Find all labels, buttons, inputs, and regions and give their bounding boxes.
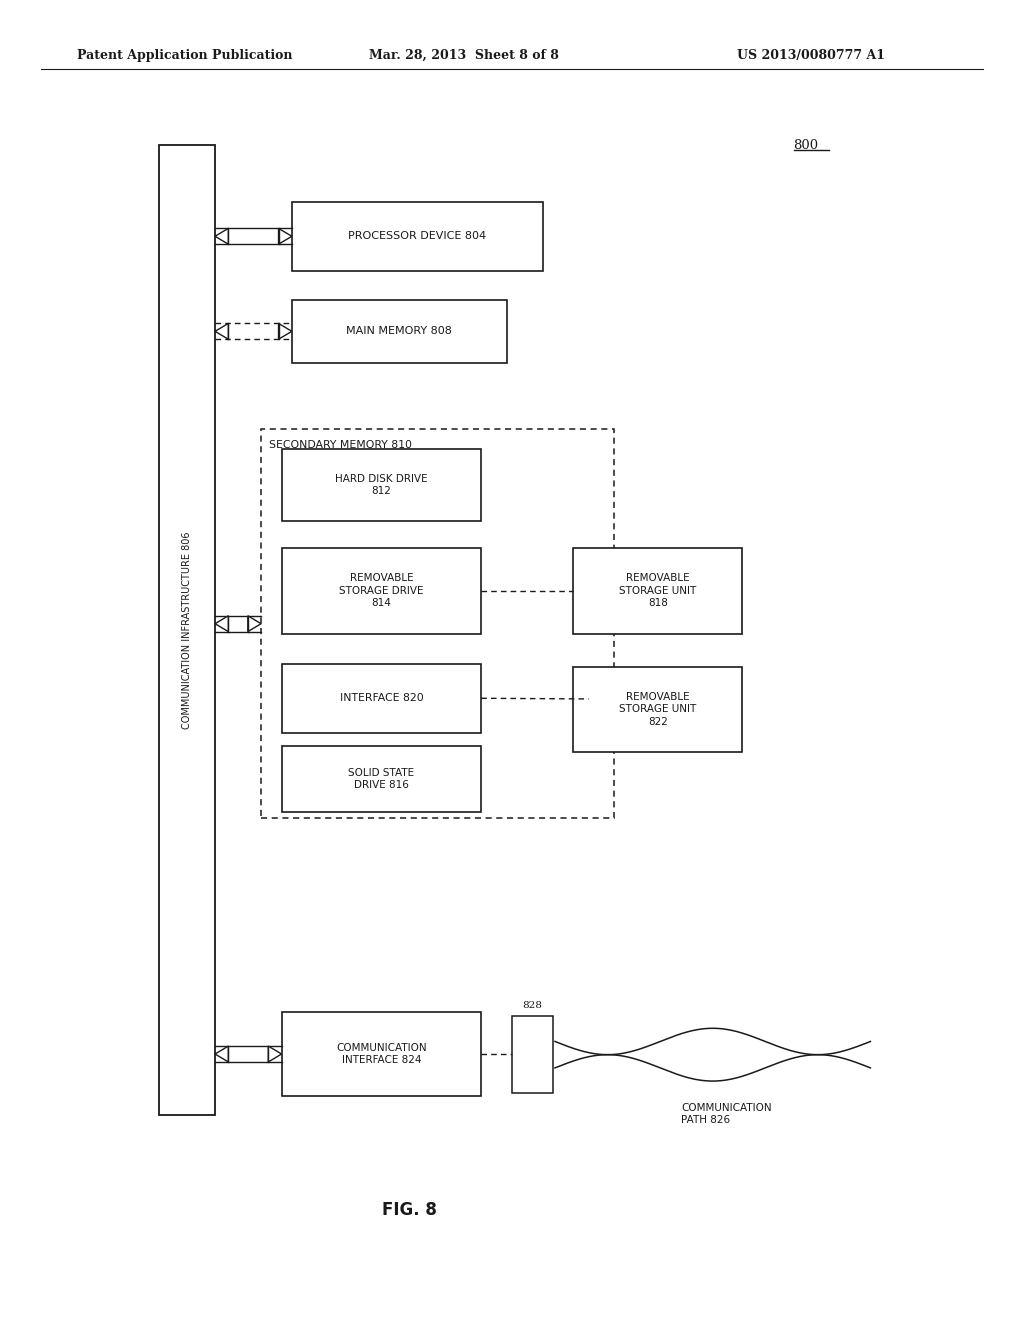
Bar <box>292 202 543 271</box>
Text: SOLID STATE
DRIVE 816: SOLID STATE DRIVE 816 <box>348 768 415 789</box>
Text: 828: 828 <box>522 1001 543 1010</box>
Text: MAIN MEMORY 808: MAIN MEMORY 808 <box>346 326 453 337</box>
Bar <box>282 1012 481 1096</box>
Polygon shape <box>268 1045 282 1061</box>
Bar <box>512 1016 553 1093</box>
Bar <box>573 548 742 634</box>
Text: COMMUNICATION
PATH 826: COMMUNICATION PATH 826 <box>681 1104 772 1125</box>
Text: REMOVABLE
STORAGE UNIT
818: REMOVABLE STORAGE UNIT 818 <box>620 573 696 609</box>
Text: US 2013/0080777 A1: US 2013/0080777 A1 <box>737 49 886 62</box>
Bar <box>282 548 481 634</box>
Polygon shape <box>215 228 228 244</box>
Text: PROCESSOR DEVICE 804: PROCESSOR DEVICE 804 <box>348 231 486 242</box>
Text: REMOVABLE
STORAGE UNIT
822: REMOVABLE STORAGE UNIT 822 <box>620 692 696 727</box>
Bar <box>159 145 215 1115</box>
Polygon shape <box>279 323 292 339</box>
Text: Mar. 28, 2013  Sheet 8 of 8: Mar. 28, 2013 Sheet 8 of 8 <box>369 49 558 62</box>
Text: Patent Application Publication: Patent Application Publication <box>77 49 292 62</box>
Bar <box>292 300 507 363</box>
Bar <box>282 746 481 812</box>
Text: COMMUNICATION INFRASTRUCTURE 806: COMMUNICATION INFRASTRUCTURE 806 <box>182 532 191 729</box>
Bar <box>282 449 481 521</box>
Text: COMMUNICATION
INTERFACE 824: COMMUNICATION INTERFACE 824 <box>336 1043 427 1065</box>
Polygon shape <box>215 323 228 339</box>
Polygon shape <box>279 228 292 244</box>
Text: REMOVABLE
STORAGE DRIVE
814: REMOVABLE STORAGE DRIVE 814 <box>339 573 424 609</box>
Bar <box>261 429 614 818</box>
Polygon shape <box>215 1045 228 1061</box>
Polygon shape <box>248 615 261 632</box>
Bar <box>573 667 742 752</box>
Text: FIG. 8: FIG. 8 <box>382 1201 437 1220</box>
Text: SECONDARY MEMORY 810: SECONDARY MEMORY 810 <box>269 440 413 450</box>
Bar <box>282 664 481 733</box>
Polygon shape <box>215 615 228 632</box>
Text: 800: 800 <box>794 139 819 152</box>
Text: INTERFACE 820: INTERFACE 820 <box>340 693 423 704</box>
Text: HARD DISK DRIVE
812: HARD DISK DRIVE 812 <box>335 474 428 496</box>
